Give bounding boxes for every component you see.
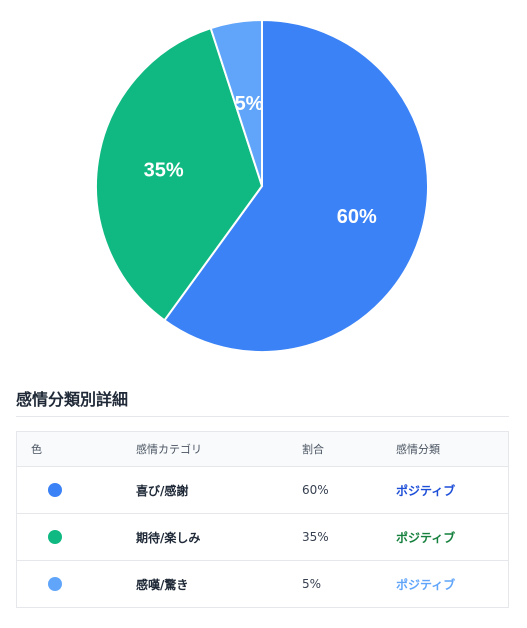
ratio-cell: 5% (302, 577, 322, 591)
emotion-detail-table: 色 感情カテゴリ 割合 感情分類 喜び/感謝 60% ポジティブ 期待/楽しみ … (16, 431, 509, 608)
color-cell (16, 466, 136, 514)
section-title: 感情分類別詳細 (16, 390, 129, 409)
pie-slice-label-3: 5% (235, 93, 264, 115)
header-classification: 感情分類 (396, 431, 509, 467)
table-row: 期待/楽しみ 35% ポジティブ (16, 513, 509, 561)
table-row: 感嘆/驚き 5% ポジティブ (17, 561, 509, 608)
color-cell (16, 513, 136, 561)
category-cell: 期待/楽しみ (136, 513, 302, 561)
classification-cell: ポジティブ (396, 577, 456, 592)
color-dot-icon (48, 530, 62, 545)
header-color: 色 (16, 431, 136, 467)
header-category: 感情カテゴリ (136, 431, 302, 467)
ratio-cell: 35% (302, 513, 396, 561)
table-row: 喜び/感謝 60% ポジティブ (16, 466, 509, 514)
category-cell: 感嘆/驚き (136, 577, 189, 592)
color-cell (17, 561, 137, 608)
pie-slice-label-1: 60% (337, 206, 377, 228)
classification-cell: ポジティブ (396, 466, 509, 514)
pie-slice-2 (95, 26, 264, 322)
pie-chart-svg: 60% 35% 5% (95, 18, 429, 353)
category-cell: 喜び/感謝 (136, 466, 302, 514)
pie-slice-3 (209, 18, 263, 187)
classification-cell: ポジティブ (396, 513, 509, 561)
emotion-pie-chart: 60% 35% 5% (95, 18, 429, 353)
table-header-row: 色 感情カテゴリ 割合 感情分類 (16, 431, 509, 467)
header-ratio: 割合 (302, 431, 396, 467)
section-divider (16, 416, 509, 417)
pie-slice-1 (163, 18, 429, 353)
color-dot-icon (48, 483, 62, 498)
pie-slice-label-2: 35% (144, 159, 184, 181)
ratio-cell: 60% (302, 466, 396, 514)
color-dot-icon (48, 577, 62, 592)
